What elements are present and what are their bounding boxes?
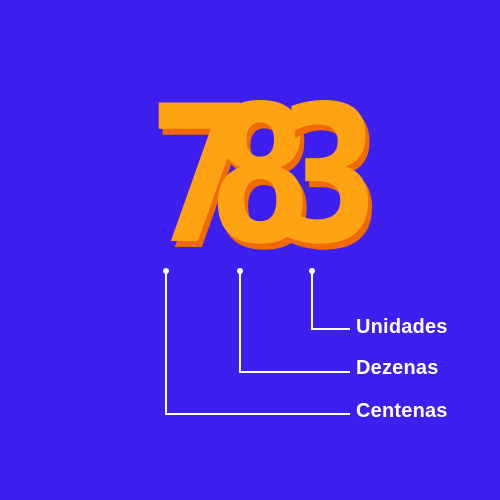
units-label: Unidades [356,316,448,338]
units-connector-line [311,271,350,330]
tens-connector-line [239,271,350,373]
hundreds-label: Centenas [356,400,448,422]
tens-label: Dezenas [356,357,439,379]
hundreds-connector-line [165,271,350,415]
